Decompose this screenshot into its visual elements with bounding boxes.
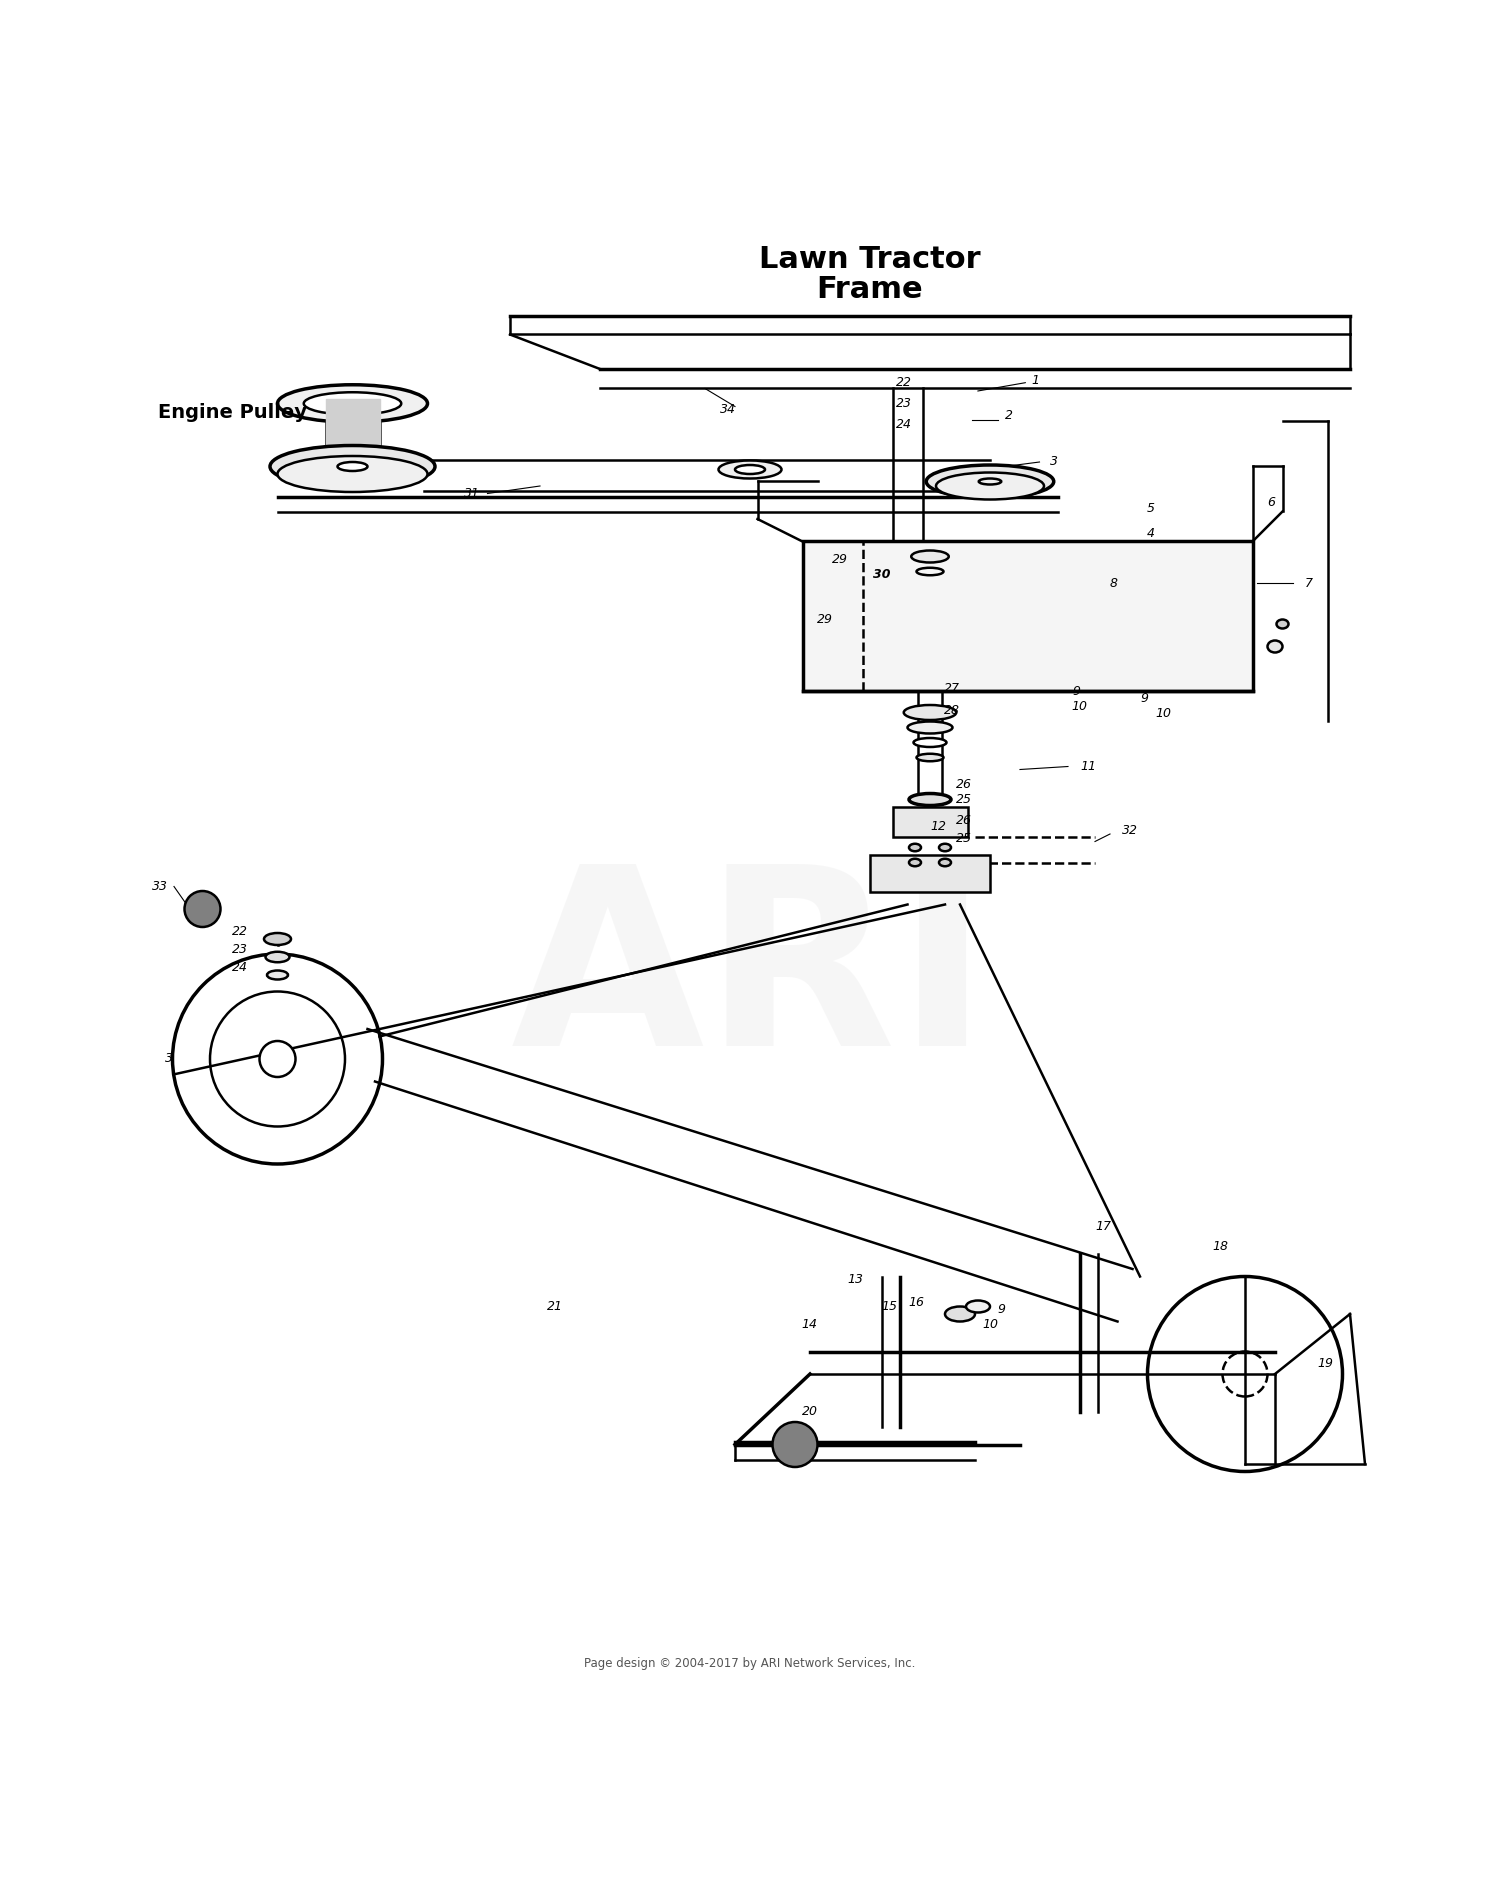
Ellipse shape [1276,619,1288,628]
Ellipse shape [966,1300,990,1312]
Text: 12: 12 [930,820,946,833]
Bar [870,856,990,892]
Text: 19: 19 [1317,1357,1334,1371]
Text: 24: 24 [896,418,912,432]
Ellipse shape [910,551,948,562]
Ellipse shape [939,844,951,852]
Ellipse shape [936,473,1044,500]
Ellipse shape [915,812,945,822]
Ellipse shape [735,466,765,473]
Text: 28: 28 [944,704,960,717]
Text: 9: 9 [1140,693,1148,706]
Text: 16: 16 [908,1295,924,1308]
Text: 34: 34 [720,403,736,416]
Ellipse shape [270,445,435,488]
Ellipse shape [264,933,291,945]
Text: 25: 25 [956,833,972,844]
Bar [802,541,1252,691]
Text: 20: 20 [802,1405,818,1418]
Text: 23: 23 [896,398,912,411]
Ellipse shape [945,1306,975,1321]
Text: 26: 26 [956,814,972,827]
Text: 22: 22 [231,926,248,939]
Circle shape [184,892,220,928]
Text: 9: 9 [998,1302,1005,1316]
Ellipse shape [909,793,951,806]
Text: 13: 13 [847,1272,864,1285]
Text: 10: 10 [1071,700,1088,714]
Bar [892,806,968,837]
Ellipse shape [278,384,428,422]
Text: 26: 26 [956,778,972,791]
Ellipse shape [278,456,428,492]
Text: 33: 33 [152,880,168,893]
Text: 9: 9 [1072,685,1080,699]
Ellipse shape [267,971,288,979]
Text: 3: 3 [1050,456,1058,468]
Text: ARI: ARI [510,856,990,1098]
Ellipse shape [718,460,782,479]
Ellipse shape [914,738,946,748]
Text: 11: 11 [1080,759,1096,772]
Text: 10: 10 [1155,708,1172,721]
Text: 1: 1 [978,375,1040,392]
Circle shape [260,1041,296,1077]
Text: 4: 4 [1148,528,1155,541]
Text: 7: 7 [1305,577,1312,591]
Ellipse shape [903,704,957,719]
Text: 6: 6 [1268,496,1275,509]
Ellipse shape [939,859,951,867]
Text: 24: 24 [231,962,248,975]
Text: Page design © 2004-2017 by ARI Network Services, Inc.: Page design © 2004-2017 by ARI Network S… [585,1656,915,1670]
Text: 18: 18 [1212,1240,1228,1253]
Text: 2: 2 [1005,409,1013,422]
Text: Frame: Frame [816,274,924,305]
Text: Engine Pulley: Engine Pulley [158,403,306,422]
Text: Lawn Tractor: Lawn Tractor [759,244,981,274]
Text: 21: 21 [546,1300,562,1314]
Ellipse shape [909,844,921,852]
Text: 10: 10 [982,1318,999,1331]
Text: 8: 8 [1110,577,1118,591]
Text: 32: 32 [1122,825,1138,837]
Text: 23: 23 [231,943,248,956]
Text: 25: 25 [956,793,972,806]
Text: 31: 31 [464,487,480,500]
Ellipse shape [1268,640,1282,653]
Ellipse shape [916,753,944,761]
Ellipse shape [266,952,290,962]
Text: 27: 27 [944,681,960,695]
Text: 5: 5 [1148,502,1155,515]
Text: 22: 22 [896,377,912,388]
Text: 15: 15 [880,1300,897,1314]
Circle shape [772,1422,818,1467]
Text: 3: 3 [165,1053,172,1066]
Text: 29: 29 [831,553,848,566]
Ellipse shape [926,466,1053,498]
Text: 30: 30 [873,568,891,581]
Ellipse shape [338,462,368,471]
Ellipse shape [909,859,921,867]
Text: 14: 14 [801,1318,818,1331]
Text: 29: 29 [816,613,833,627]
Ellipse shape [908,721,952,733]
Ellipse shape [303,392,402,415]
Text: 17: 17 [1095,1221,1112,1234]
